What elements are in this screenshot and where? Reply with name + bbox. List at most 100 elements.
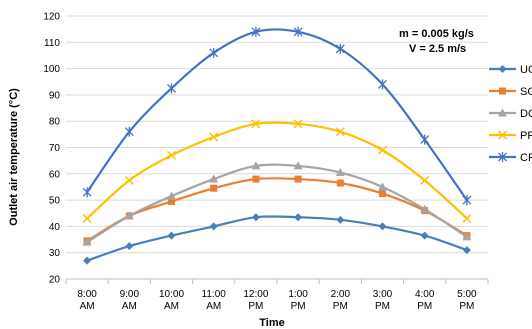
data-point-dg — [335, 167, 345, 176]
y-tick-label: 90 — [49, 90, 61, 101]
y-tick-label: 40 — [49, 222, 61, 233]
x-tick-label-period: PM — [459, 301, 474, 312]
legend-marker — [497, 130, 508, 140]
x-tick-label-period: AM — [80, 301, 95, 312]
data-point-dg — [82, 237, 92, 246]
x-axis-title: Time — [259, 317, 284, 329]
data-point-cf — [167, 83, 176, 94]
legend-item-cf: CF — [489, 152, 532, 164]
y-tick-label: 20 — [49, 275, 61, 286]
x-tick-label-period: PM — [333, 301, 348, 312]
data-point-cf — [420, 134, 430, 145]
data-point-sg — [168, 197, 175, 205]
series-ug — [83, 213, 471, 265]
series-line-dg — [86, 163, 468, 244]
data-point-dg — [251, 161, 261, 170]
data-point-cf — [378, 79, 387, 90]
x-tick-label-period: AM — [164, 301, 179, 312]
legend-marker — [499, 87, 506, 95]
series-line-ug — [86, 215, 468, 262]
data-point-cf — [293, 26, 303, 37]
data-point-pf — [462, 213, 472, 224]
data-point-pf — [209, 132, 219, 142]
data-point-ug — [336, 215, 345, 224]
x-tick-label-period: PM — [417, 301, 432, 312]
x-tick-label-time: 2:00 — [331, 289, 351, 300]
legend-item-dg: DG — [489, 108, 532, 120]
data-point-ug — [378, 222, 387, 231]
data-point-cf — [209, 47, 219, 58]
x-tick-label-time: 9:00 — [120, 289, 140, 300]
data-point-pf — [166, 150, 177, 160]
x-tick-label-time: 11:00 — [202, 289, 227, 300]
data-point-ug — [167, 231, 176, 240]
x-tick-label-time: 8:00 — [77, 289, 97, 300]
data-point-dg — [209, 174, 219, 183]
data-point-pf — [377, 145, 388, 155]
x-axis-ticks: 8:00AM9:00AM10:00AM11:00AM12:00PM1:00PM2… — [77, 289, 477, 312]
data-point-sg — [252, 175, 260, 183]
y-tick-label: 120 — [43, 12, 60, 23]
legend-marker — [498, 152, 507, 162]
data-point-pf — [335, 127, 345, 137]
legend-label: UG — [520, 64, 532, 76]
x-tick-label-period: PM — [291, 301, 306, 312]
y-tick-label: 60 — [49, 169, 61, 180]
series-cf — [82, 26, 472, 206]
series-pf — [82, 119, 472, 224]
data-point-dg — [124, 211, 134, 220]
gridlines — [66, 15, 488, 254]
data-point-pf — [251, 119, 261, 129]
data-point-pf — [293, 119, 303, 129]
series-line-sg — [86, 177, 468, 242]
legend-marker — [498, 65, 507, 73]
data-point-ug — [125, 242, 134, 251]
data-point-ug — [294, 213, 303, 222]
series-line-cf — [86, 28, 468, 201]
legend: UG SG DG PF CF — [489, 64, 532, 164]
data-point-cf — [124, 126, 134, 137]
legend-item-pf: PF — [489, 130, 532, 142]
x-tick-label-time: 1:00 — [288, 289, 308, 300]
series-line-pf — [86, 121, 468, 220]
data-point-cf — [251, 26, 261, 37]
annotation-velocity: V = 2.5 m/s — [409, 43, 466, 55]
data-point-sg — [210, 184, 218, 192]
data-point-ug — [420, 231, 429, 240]
y-axis-ticks: 20 30 40 50 60 70 80 90 100 110 120 — [43, 12, 60, 286]
data-point-sg — [336, 179, 344, 187]
y-tick-label: 110 — [44, 38, 60, 49]
data-point-sg — [294, 175, 302, 183]
data-point-ug — [209, 222, 218, 231]
data-point-pf — [124, 175, 134, 185]
y-tick-label: 100 — [43, 64, 60, 75]
data-point-sg — [379, 190, 386, 198]
legend-marker — [498, 108, 507, 117]
annotation-mass-flow: m = 0.005 kg/s — [399, 28, 474, 40]
data-point-ug — [462, 246, 471, 255]
legend-label: CF — [520, 152, 532, 164]
y-tick-label: 50 — [49, 196, 61, 207]
series-lines — [82, 26, 472, 265]
series-dg — [82, 161, 472, 246]
x-tick-label-time: 10:00 — [159, 289, 184, 300]
data-point-dg — [378, 182, 387, 191]
y-tick-label: 30 — [49, 248, 61, 259]
x-axis — [65, 278, 489, 284]
data-point-cf — [335, 43, 345, 54]
x-tick-label-time: 4:00 — [415, 289, 435, 300]
x-tick-label-period: AM — [206, 301, 221, 312]
data-point-cf — [462, 195, 472, 206]
data-point-ug — [83, 256, 92, 265]
data-point-dg — [420, 204, 430, 213]
legend-label: PF — [520, 130, 532, 142]
data-point-dg — [293, 161, 303, 170]
data-point-dg — [462, 232, 472, 241]
y-axis-title: Outlet air temperature (°C) — [8, 88, 20, 226]
x-tick-label-time: 5:00 — [457, 289, 477, 300]
legend-item-sg: SG — [489, 86, 532, 98]
legend-item-ug: UG — [489, 64, 532, 76]
data-point-pf — [420, 175, 430, 185]
x-tick-label-period: PM — [248, 301, 263, 312]
x-tick-label-time: 3:00 — [373, 289, 393, 300]
